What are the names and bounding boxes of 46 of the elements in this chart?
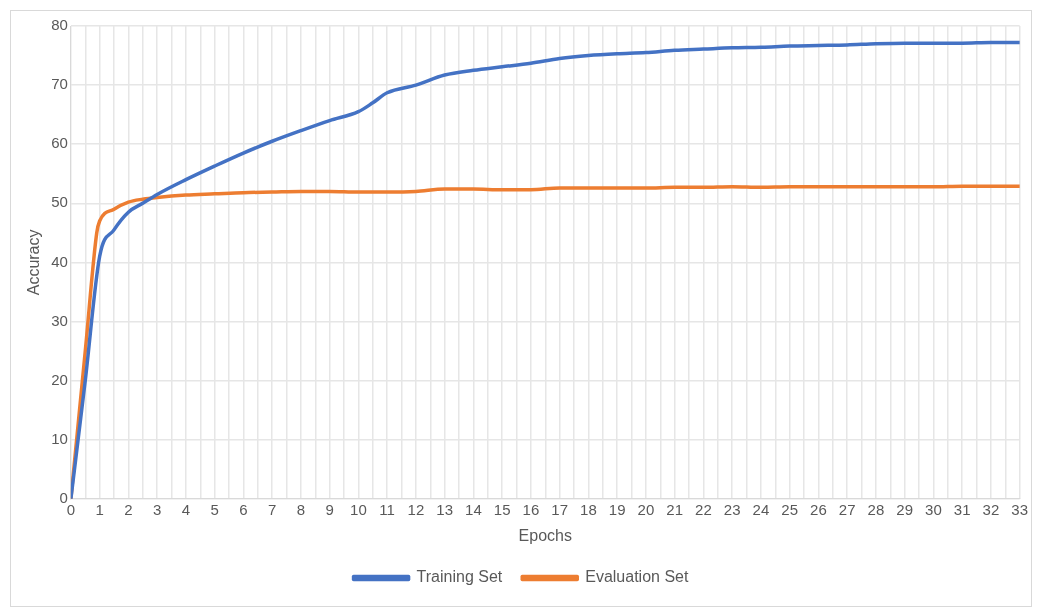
x-tick-label: 17 [551,500,568,518]
y-tick-label: 30 [51,311,68,329]
legend-label: Evaluation Set [585,568,689,586]
x-tick-label: 5 [210,500,219,518]
x-tick-label: 19 [608,500,626,518]
y-tick-label: 40 [51,252,68,270]
x-tick-label: 31 [953,500,971,518]
x-tick-label: 18 [580,500,597,518]
x-tick-label: 22 [695,500,712,518]
x-tick-label: 32 [982,500,1000,518]
x-tick-label: 24 [752,500,770,518]
y-tick-label: 50 [51,193,68,211]
x-tick-label: 7 [267,500,277,518]
y-tick-label: 80 [51,16,68,34]
y-tick-label: 0 [59,488,68,506]
legend-label: Training Set [416,568,503,586]
x-tick-label: 12 [407,500,425,518]
x-tick-label: 14 [465,500,482,518]
x-tick-label: 13 [436,500,453,518]
x-tick-label: 29 [896,500,913,518]
x-tick-label: 9 [325,500,334,518]
x-tick-label: 8 [296,500,306,518]
x-tick-label: 21 [666,500,683,518]
x-tick-label: 2 [124,500,133,518]
x-tick-label: 16 [522,500,540,518]
x-tick-label: 15 [493,500,511,518]
y-tick-label: 10 [51,429,68,447]
x-tick-label: 3 [152,500,162,518]
y-tick-label: 70 [51,75,68,93]
x-tick-label: 20 [637,500,655,518]
x-tick-label: 1 [95,500,104,518]
x-tick-label: 6 [239,500,248,518]
x-tick-label: 4 [181,500,191,518]
x-tick-label: 33 [1011,500,1028,518]
x-tick-label: 10 [350,500,367,518]
x-tick-label: 11 [379,500,395,518]
y-tick-label: 60 [51,134,68,152]
y-axis-title: Accuracy [25,229,43,296]
x-tick-label: 27 [838,500,856,518]
x-axis-title: Epochs [518,526,572,544]
x-tick-label: 25 [781,500,798,518]
x-tick-label: 23 [723,500,741,518]
x-tick-label: 28 [867,500,885,518]
x-tick-label: 26 [810,500,827,518]
x-tick-label: 30 [925,500,942,518]
y-tick-label: 20 [51,370,68,388]
